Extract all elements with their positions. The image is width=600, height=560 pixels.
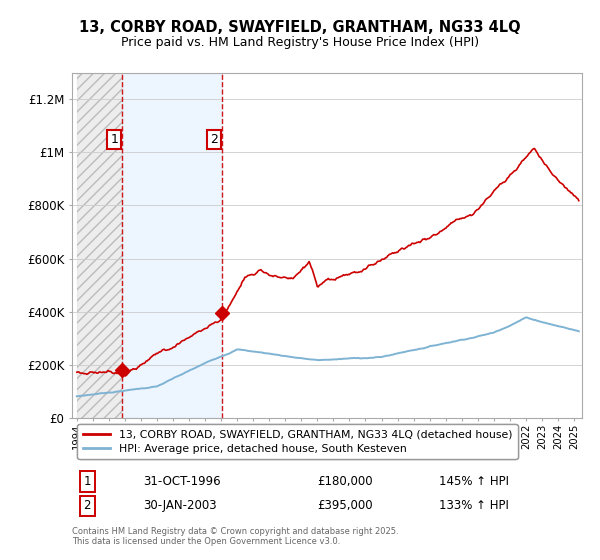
Bar <box>77 73 122 418</box>
Text: 1: 1 <box>83 475 91 488</box>
Text: 1: 1 <box>110 133 118 146</box>
Text: £395,000: £395,000 <box>317 500 373 512</box>
Text: 133% ↑ HPI: 133% ↑ HPI <box>439 500 509 512</box>
Bar <box>122 73 223 418</box>
Text: 13, CORBY ROAD, SWAYFIELD, GRANTHAM, NG33 4LQ: 13, CORBY ROAD, SWAYFIELD, GRANTHAM, NG3… <box>79 20 521 35</box>
Text: £180,000: £180,000 <box>317 475 373 488</box>
Text: 145% ↑ HPI: 145% ↑ HPI <box>439 475 509 488</box>
Text: 2: 2 <box>83 500 91 512</box>
Text: Contains HM Land Registry data © Crown copyright and database right 2025.
This d: Contains HM Land Registry data © Crown c… <box>72 527 398 546</box>
Text: 30-JAN-2003: 30-JAN-2003 <box>143 500 217 512</box>
Legend: 13, CORBY ROAD, SWAYFIELD, GRANTHAM, NG33 4LQ (detached house), HPI: Average pri: 13, CORBY ROAD, SWAYFIELD, GRANTHAM, NG3… <box>77 424 517 459</box>
Text: 2: 2 <box>211 133 218 146</box>
Bar <box>77 73 122 418</box>
Text: Price paid vs. HM Land Registry's House Price Index (HPI): Price paid vs. HM Land Registry's House … <box>121 36 479 49</box>
Text: 31-OCT-1996: 31-OCT-1996 <box>143 475 221 488</box>
